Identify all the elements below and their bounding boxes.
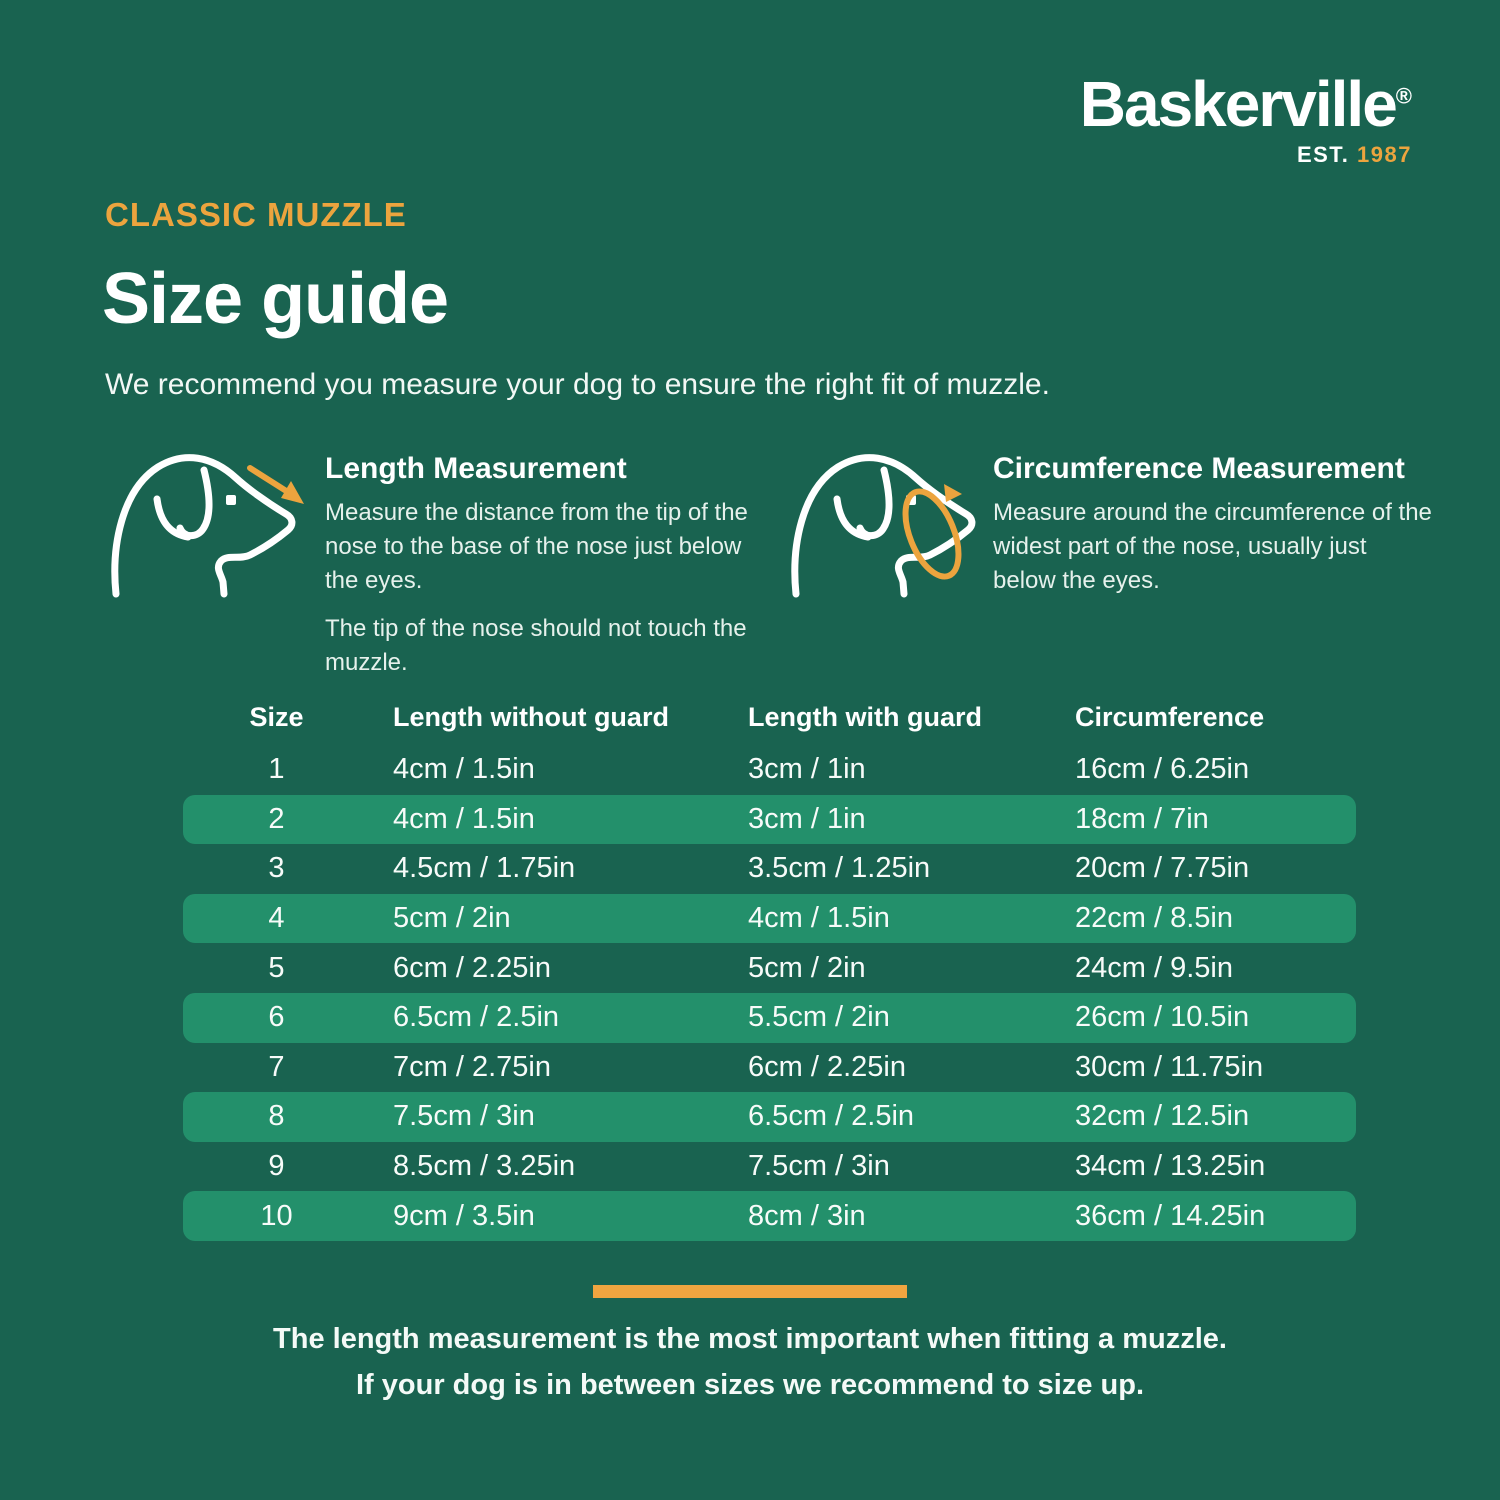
cell-length-without-guard: 4cm / 1.5in [393, 802, 535, 835]
cell-length-without-guard: 4.5cm / 1.75in [393, 852, 576, 885]
circumference-measurement-text: Measure around the circumference of the … [993, 499, 1432, 594]
table-row-size-10: 10 9cm / 3.5in 8cm / 3in 36cm / 14.25in [183, 1191, 1356, 1241]
dog-head-circumference-loop-icon [791, 454, 976, 598]
column-header-length-with-guard: Length with guard [748, 702, 982, 732]
cell-size: 8 [268, 1100, 285, 1133]
column-header-circumference: Circumference [1075, 702, 1265, 732]
cell-length-without-guard: 7cm / 2.75in [393, 1050, 551, 1083]
cell-length-without-guard: 6cm / 2.25in [393, 951, 551, 984]
length-measurement-text-2: The tip of the nose should not touch the… [325, 615, 747, 676]
brand-name-text: Baskerville [1079, 68, 1398, 140]
cell-length-with-guard: 3cm / 1in [748, 802, 866, 835]
cell-circumference: 18cm / 7in [1075, 802, 1209, 835]
cell-circumference: 20cm / 7.75in [1075, 852, 1250, 885]
cell-size: 9 [268, 1150, 285, 1183]
cell-size: 6 [268, 1001, 285, 1034]
brand-block: Baskerville® EST. 1987 [1080, 72, 1412, 168]
cell-length-without-guard: 7.5cm / 3in [393, 1100, 535, 1133]
size-table-body: 1 4cm / 1.5in 3cm / 1in 16cm / 6.25in 2 … [183, 745, 1356, 1241]
length-measurement-section: Length Measurement Measure the distance … [325, 452, 757, 694]
cell-circumference: 24cm / 9.5in [1075, 951, 1233, 984]
cell-length-without-guard: 9cm / 3.5in [393, 1199, 535, 1232]
cell-size: 3 [268, 852, 285, 885]
circumference-measurement-section: Circumference Measurement Measure around… [993, 452, 1433, 612]
product-name-eyebrow: CLASSIC MUZZLE [105, 196, 407, 233]
est-year: 1987 [1357, 142, 1412, 167]
length-measurement-heading: Length Measurement [325, 452, 627, 485]
circumference-measurement-heading: Circumference Measurement [993, 452, 1405, 485]
table-row-size-7: 7 7cm / 2.75in 6cm / 2.25in 30cm / 11.75… [183, 1043, 1356, 1093]
cell-length-with-guard: 6.5cm / 2.5in [748, 1100, 915, 1133]
cell-length-with-guard: 3cm / 1in [748, 753, 866, 786]
cell-length-without-guard: 8.5cm / 3.25in [393, 1150, 576, 1183]
cell-size: 5 [268, 951, 285, 984]
cell-size: 10 [260, 1199, 293, 1232]
measure-arrow-icon [247, 465, 304, 504]
table-row-size-2: 2 4cm / 1.5in 3cm / 1in 18cm / 7in [183, 794, 1356, 845]
table-row-size-3: 3 4.5cm / 1.75in 3.5cm / 1.25in 20cm / 7… [183, 844, 1356, 894]
table-row-size-8: 8 7.5cm / 3in 6.5cm / 2.5in 32cm / 12.5i… [183, 1092, 1356, 1142]
page-subtitle: We recommend you measure your dog to ens… [105, 368, 1050, 401]
table-row-size-9: 9 8.5cm / 3.25in 7.5cm / 3in 34cm / 13.2… [183, 1142, 1356, 1192]
cell-length-with-guard: 7.5cm / 3in [748, 1150, 890, 1183]
column-header-length-without-guard: Length without guard [393, 702, 669, 732]
cell-length-without-guard: 6.5cm / 2.5in [393, 1001, 560, 1034]
cell-length-with-guard: 5.5cm / 2in [748, 1001, 890, 1034]
footer-note-line-2: If your dog is in between sizes we recom… [356, 1369, 1144, 1401]
cell-circumference: 34cm / 13.25in [1075, 1150, 1266, 1183]
column-header-size: Size [249, 702, 304, 732]
cell-circumference: 26cm / 10.5in [1075, 1001, 1250, 1034]
dog-eye-dot [226, 495, 236, 505]
brand-established: EST. 1987 [1080, 142, 1412, 168]
cell-circumference: 30cm / 11.75in [1075, 1050, 1264, 1083]
cell-size: 2 [268, 802, 285, 835]
cell-length-with-guard: 8cm / 3in [748, 1199, 866, 1232]
cell-length-with-guard: 5cm / 2in [748, 951, 866, 984]
footer-divider-bar [593, 1285, 907, 1298]
registered-trademark-icon: ® [1395, 83, 1412, 109]
cell-size: 4 [268, 902, 285, 935]
table-row-size-4: 4 5cm / 2in 4cm / 1.5in 22cm / 8.5in [183, 893, 1356, 944]
cell-length-with-guard: 3.5cm / 1.25in [748, 852, 931, 885]
est-label: EST. [1296, 142, 1350, 167]
table-row-size-5: 5 6cm / 2.25in 5cm / 2in 24cm / 9.5in [183, 943, 1356, 993]
table-row-size-6: 6 6.5cm / 2.5in 5.5cm / 2in 26cm / 10.5i… [183, 992, 1356, 1043]
cell-length-without-guard: 5cm / 2in [393, 902, 511, 935]
cell-circumference: 22cm / 8.5in [1075, 902, 1233, 935]
page-title: Size guide [102, 259, 449, 339]
size-table: Size Length without guard Length with gu… [183, 690, 1356, 1241]
measure-loop-icon [902, 484, 962, 580]
cell-circumference: 32cm / 12.5in [1075, 1100, 1250, 1133]
brand-logo: Baskerville® [1080, 72, 1412, 136]
table-row-size-1: 1 4cm / 1.5in 3cm / 1in 16cm / 6.25in [183, 745, 1356, 795]
cell-circumference: 36cm / 14.25in [1075, 1199, 1266, 1232]
cell-size: 1 [268, 753, 285, 786]
cell-length-without-guard: 4cm / 1.5in [393, 753, 535, 786]
cell-length-with-guard: 6cm / 2.25in [748, 1050, 906, 1083]
footer-note-line-1: The length measurement is the most impor… [273, 1323, 1227, 1355]
size-table-header: Size Length without guard Length with gu… [183, 690, 1356, 745]
cell-circumference: 16cm / 6.25in [1075, 753, 1250, 786]
cell-length-with-guard: 4cm / 1.5in [748, 902, 890, 935]
cell-size: 7 [268, 1050, 285, 1083]
length-measurement-text-1: Measure the distance from the tip of the… [325, 499, 748, 594]
dog-head-length-arrow-icon [111, 454, 304, 598]
footer-note: The length measurement is the most impor… [0, 1316, 1500, 1408]
